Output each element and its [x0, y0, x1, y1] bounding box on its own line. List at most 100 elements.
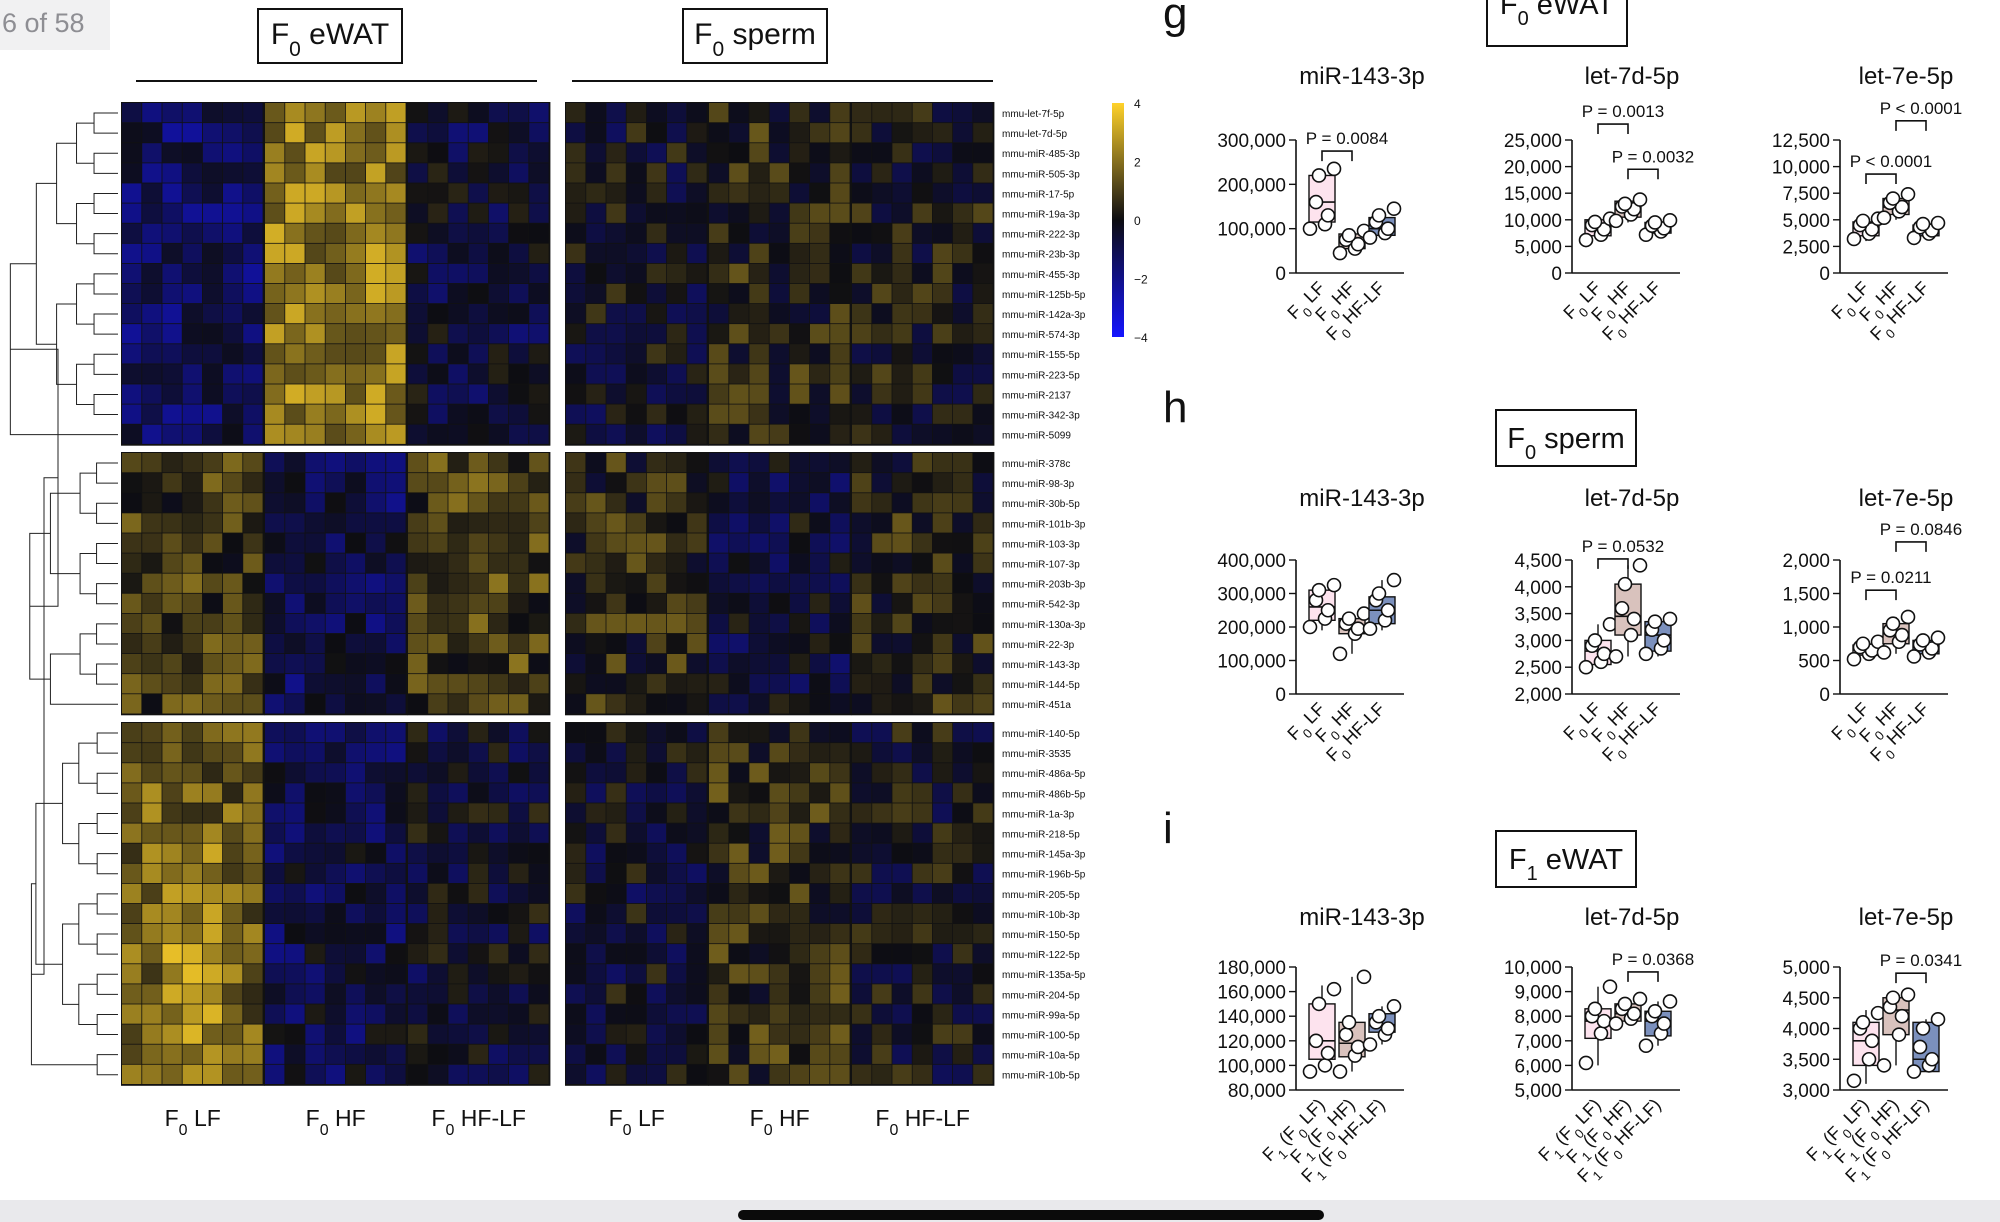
- heatmap-cell: [285, 633, 305, 654]
- heatmap-cell: [830, 694, 850, 714]
- heatmap-cell: [872, 613, 892, 634]
- colorbar-tick-label: 4: [1134, 97, 1141, 111]
- heatmap-cell: [830, 553, 850, 573]
- heatmap-cell: [953, 493, 973, 513]
- heatmap-cell: [142, 163, 162, 183]
- heatmap-cell: [468, 163, 488, 183]
- heatmap-cell: [265, 143, 285, 163]
- heatmap-cell: [448, 223, 468, 243]
- heatmap-cell: [285, 424, 305, 444]
- dendrogram-branch: [49, 653, 118, 705]
- heatmap-cell: [892, 344, 912, 364]
- heatmap-cell: [606, 263, 626, 284]
- heatmap-cell: [448, 863, 468, 883]
- data-point: [1386, 572, 1402, 588]
- heatmap-cell: [202, 263, 223, 284]
- heatmap-cell: [142, 183, 162, 203]
- heatmap-cell: [932, 404, 953, 424]
- heatmap-cell: [386, 863, 406, 883]
- heatmap-cell: [912, 123, 932, 143]
- y-tick-label: 3,000: [1514, 631, 1562, 652]
- heatmap-cell: [872, 243, 892, 263]
- heatmap-cell: [973, 163, 993, 183]
- heatmap-cell: [142, 573, 162, 593]
- heatmap-cell: [566, 1004, 586, 1024]
- heatmap-cell: [769, 553, 789, 573]
- heatmap-cell: [953, 223, 973, 243]
- dendrogram-branch: [96, 933, 118, 955]
- heatmap-cell: [509, 344, 529, 364]
- heatmap-cell: [586, 263, 606, 284]
- heatmap-cell: [667, 1024, 687, 1044]
- heatmap-cell: [285, 964, 305, 984]
- heatmap-cell: [769, 533, 789, 553]
- heatmap-cell: [265, 1024, 285, 1044]
- heatmap-cell: [749, 473, 769, 493]
- heatmap-cell: [973, 674, 993, 694]
- heatmap-cell: [892, 304, 912, 324]
- heatmap-cell: [428, 803, 448, 823]
- heatmap-cell: [626, 553, 646, 573]
- y-tick-label: 4,000: [1782, 1020, 1830, 1041]
- heatmap-cell: [912, 613, 932, 634]
- heatmap-cell: [953, 694, 973, 714]
- heatmap-cell: [162, 1024, 182, 1044]
- heatmap-cell: [325, 924, 345, 944]
- heatmap-cell: [769, 203, 789, 223]
- home-indicator[interactable]: [738, 1210, 1324, 1220]
- heatmap-cell: [892, 513, 912, 533]
- heatmap-cell: [182, 783, 202, 803]
- heatmap-cell: [953, 324, 973, 344]
- heatmap-cell: [852, 573, 872, 593]
- heatmap-cell: [428, 984, 448, 1004]
- heatmap-cell: [667, 613, 687, 634]
- heatmap-cell: [285, 364, 305, 384]
- data-point: [1308, 1033, 1324, 1049]
- heatmap-cell: [687, 1064, 707, 1084]
- heatmap-cell: [892, 694, 912, 714]
- heatmap-cell: [468, 424, 488, 444]
- heatmap-cell: [852, 553, 872, 573]
- y-tick-label: 6,000: [1514, 1056, 1562, 1077]
- heatmap-cell: [509, 424, 529, 444]
- heatmap-cell: [428, 1044, 448, 1064]
- heatmap-cell: [509, 633, 529, 654]
- heatmap-cell: [448, 384, 468, 404]
- heatmap-cell: [265, 324, 285, 344]
- heatmap-cell: [709, 944, 729, 964]
- heatmap-cell: [243, 674, 263, 694]
- heatmap-cell: [566, 573, 586, 593]
- heatmap-cell: [566, 674, 586, 694]
- heatmap-cell: [749, 513, 769, 533]
- heatmap-cell: [606, 674, 626, 694]
- heatmap-cell: [509, 163, 529, 183]
- heatmap-cell: [729, 404, 749, 424]
- heatmap-cell: [872, 763, 892, 783]
- heatmap-cell: [162, 223, 182, 243]
- heatmap-cell: [386, 694, 406, 714]
- heatmap-cell: [749, 123, 769, 143]
- heatmap-cell: [243, 203, 263, 223]
- heatmap-cell: [408, 654, 428, 674]
- heatmap-cell: [243, 553, 263, 573]
- heatmap-cell: [468, 944, 488, 964]
- heatmap-cell: [932, 513, 953, 533]
- heatmap-cell: [305, 223, 325, 243]
- heatmap-cell: [366, 424, 386, 444]
- heatmap-cell: [687, 743, 707, 763]
- heatmap-cell: [488, 404, 509, 424]
- heatmap-cell: [626, 593, 646, 613]
- heatmap-cell: [749, 694, 769, 714]
- heatmap-cell: [202, 843, 223, 863]
- heatmap-cell: [408, 613, 428, 634]
- heatmap-cell: [830, 163, 850, 183]
- heatmap-row-label: mmu-miR-485-3p: [1002, 149, 1080, 160]
- heatmap-cell: [789, 223, 810, 243]
- heatmap-cell: [646, 163, 667, 183]
- heatmap-cell: [285, 924, 305, 944]
- heatmap-cell: [448, 984, 468, 1004]
- heatmap-cell: [769, 863, 789, 883]
- heatmap-cell: [428, 424, 448, 444]
- heatmap-cell: [448, 493, 468, 513]
- heatmap-cell: [305, 304, 325, 324]
